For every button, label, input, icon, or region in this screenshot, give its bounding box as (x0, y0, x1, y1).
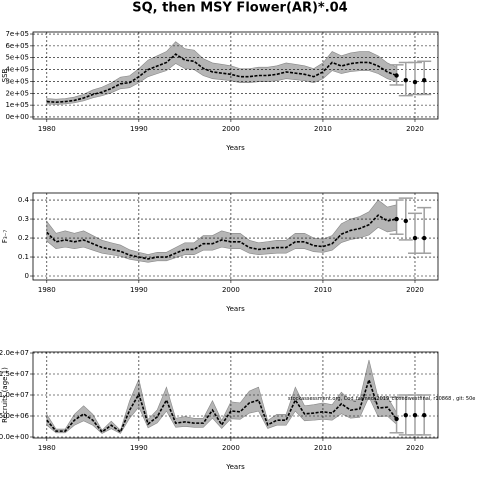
projection-point (403, 78, 408, 83)
panel: 0.0e+00 5.0e+06 1.0e+07 1.5e+07 2.0e+07 1980 1… (0, 349, 475, 471)
annotation: stockassessment.org, Cod_farmed_2019_clo… (288, 396, 475, 402)
y-tick-label: 0 (25, 272, 29, 280)
y-tick-label: 7e+05 (5, 30, 29, 38)
y-tick-label: 0.4 (18, 196, 30, 204)
median-line (46, 53, 397, 103)
x-tick-label: 2000 (222, 125, 240, 133)
x-tick-label: 2010 (314, 125, 332, 133)
y-tick-label: 0e+00 (5, 113, 29, 121)
y-tick-label: 0.0e+00 (0, 433, 29, 441)
projection-point (412, 79, 418, 85)
y-tick-label: 0.3 (18, 215, 29, 223)
x-tick-label: 2010 (314, 286, 332, 294)
x-tick-label: 2020 (406, 444, 424, 452)
x-tick-label: 2020 (406, 125, 424, 133)
y-tick-label: 2e+05 (5, 89, 29, 97)
x-tick-label: 1990 (130, 286, 148, 294)
projection-point (412, 235, 418, 241)
x-tick-label: 1980 (38, 286, 56, 294)
x-tick-label: 1980 (38, 125, 56, 133)
x-tick-label: 2000 (222, 286, 240, 294)
panel: 0 0.1 0.2 0.3 0.4 1980 1990 2000 2010 2020 Years F₃… (1, 192, 439, 313)
x-tick-label: 1990 (130, 444, 148, 452)
projection-point (412, 412, 418, 418)
projection-point (421, 78, 427, 83)
y-tick-label: 1.0e+07 (0, 391, 29, 399)
y-axis-label: Recruits (age 1) (1, 367, 9, 423)
y-tick-label: 0.2 (18, 234, 29, 242)
y-tick-label: 6e+05 (5, 42, 29, 50)
x-tick-label: 1990 (130, 125, 148, 133)
projection-point (421, 412, 427, 418)
y-axis-label: SSB (1, 68, 9, 82)
x-axis-label: Years (225, 144, 245, 152)
y-axis-label: F₃₋₇ (1, 230, 9, 244)
y-tick-label: 5.0e+06 (0, 412, 30, 420)
plot-frame (32, 31, 439, 120)
projection-point (403, 218, 408, 224)
x-axis-label: Years (225, 463, 245, 471)
y-tick-label: 5e+05 (5, 54, 29, 62)
median-line (46, 377, 398, 434)
projection-point (394, 73, 399, 78)
y-tick-label: 1.5e+07 (0, 370, 29, 378)
plot-frame (32, 192, 439, 281)
median-line (46, 214, 397, 260)
x-tick-label: 2000 (222, 444, 240, 452)
y-tick-label: 0.1 (18, 253, 29, 261)
x-axis-label: Years (225, 305, 245, 313)
y-tick-label: 4e+05 (5, 66, 29, 74)
projection-point (421, 235, 427, 241)
panel: 0e+00 1e+05 2e+05 3e+05 4e+05 5e+05 6e+05 7e+05… (1, 30, 439, 152)
projection-point (403, 412, 408, 418)
plot-frame (32, 351, 439, 439)
confidence-band (46, 199, 397, 263)
y-tick-label: 3e+05 (5, 77, 29, 85)
y-tick-label: 1e+05 (5, 101, 29, 109)
projection-point (394, 216, 399, 222)
y-tick-label: 2.0e+07 (0, 349, 29, 357)
x-tick-label: 2020 (406, 286, 424, 294)
x-tick-label: 1980 (38, 444, 56, 452)
x-tick-label: 2010 (314, 444, 332, 452)
projection-point (394, 416, 399, 422)
figure-title: SQ, then MSY Flower(AR)*.04 (132, 1, 347, 16)
